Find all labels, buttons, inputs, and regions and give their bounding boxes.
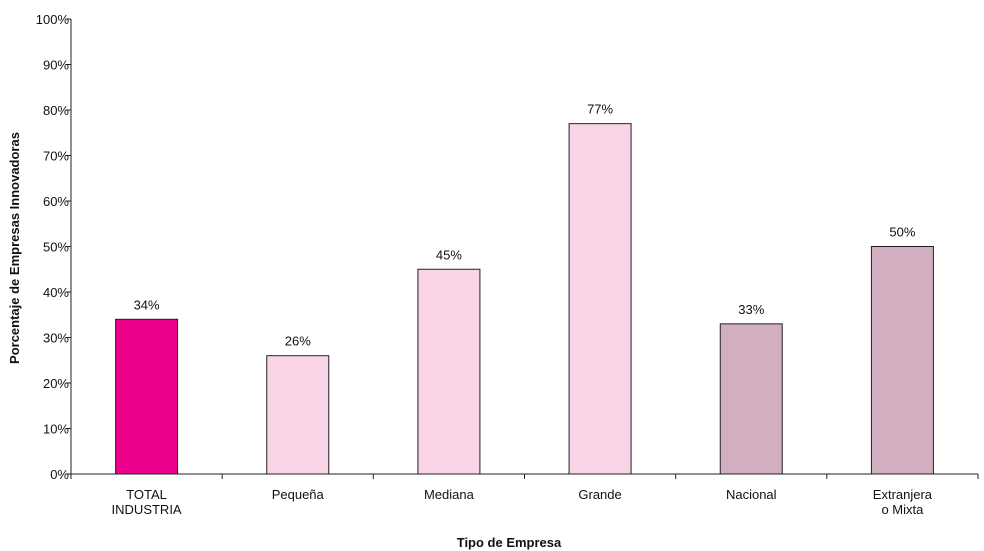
y-tick-label: 30% xyxy=(43,331,69,346)
bar xyxy=(266,355,330,475)
x-tick-label: Mediana xyxy=(424,487,475,502)
y-tick-label: 100% xyxy=(36,12,70,27)
x-axis: TOTAL INDUSTRIA Pequeña Mediana Grande Nacion… xyxy=(70,473,979,517)
bar xyxy=(870,246,934,475)
data-label: 34% xyxy=(134,297,160,312)
y-tick-label: 90% xyxy=(43,58,69,73)
x-tick-label: Pequeña xyxy=(272,487,325,502)
y-tick-label: 20% xyxy=(43,376,69,391)
x-tick-label: Nacional xyxy=(726,487,777,502)
y-tick-label: 0% xyxy=(50,467,69,482)
data-label: 33% xyxy=(738,302,764,317)
x-tick-label: Grande xyxy=(578,487,621,502)
y-tick-label: 50% xyxy=(43,240,69,255)
x-tick-label: TOTAL INDUSTRIA xyxy=(112,487,182,517)
y-tick-label: 80% xyxy=(43,103,69,118)
x-tick-label: Extranjera o Mixta xyxy=(873,487,933,517)
y-axis: 0% 10% 20% 30% 40% 50% 60% 70% 80% 90% 100% xyxy=(36,12,72,482)
bar xyxy=(719,323,783,475)
bar xyxy=(568,123,632,475)
y-tick-label: 60% xyxy=(43,194,69,209)
bar xyxy=(115,318,179,475)
bars: 34% 26% 45% 77% 33% 50% xyxy=(115,102,934,475)
data-label: 45% xyxy=(436,247,462,262)
bar xyxy=(417,268,481,475)
data-label: 77% xyxy=(587,102,613,117)
y-tick-label: 40% xyxy=(43,285,69,300)
y-tick-label: 70% xyxy=(43,149,69,164)
data-label: 50% xyxy=(889,225,915,240)
y-axis-title: Porcentaje de Empresas Innovadoras xyxy=(7,132,22,364)
data-label: 26% xyxy=(285,334,311,349)
y-tick-label: 10% xyxy=(43,422,69,437)
x-axis-title: Tipo de Empresa xyxy=(457,535,562,550)
